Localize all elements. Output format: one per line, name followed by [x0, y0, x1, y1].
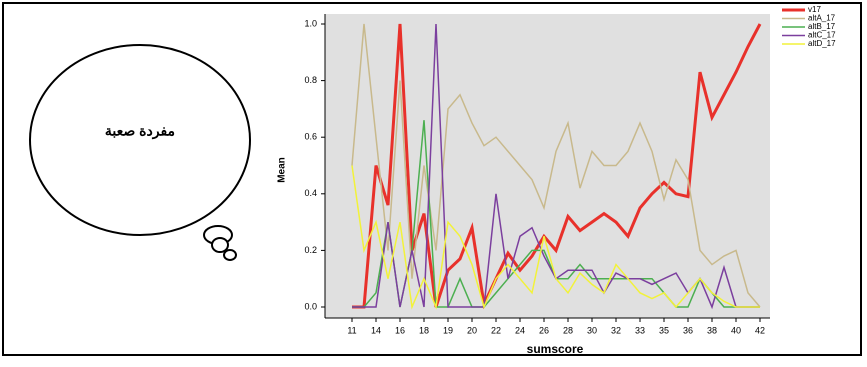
x-tick-label: 30 [587, 325, 597, 335]
y-tick-label: 1.0 [304, 18, 317, 28]
x-tick-label: 33 [635, 325, 645, 335]
x-tick-label: 35 [659, 325, 669, 335]
legend-label: altB_17 [808, 22, 836, 31]
y-tick-label: 0.8 [304, 75, 317, 85]
y-axis-label: Mean [277, 157, 288, 183]
x-tick-label: 32 [611, 325, 621, 335]
cloud [29, 44, 251, 261]
legend-label: altC_17 [808, 31, 836, 40]
series-line [351, 165, 760, 310]
x-tick-label: 22 [491, 325, 501, 335]
series-line [352, 23, 762, 310]
x-tick-label: 16 [395, 325, 405, 335]
x-tick-label: 24 [515, 325, 525, 335]
x-tick-label: 11 [347, 325, 356, 335]
x-tick-label: 19 [443, 325, 453, 335]
x-tick-label: 20 [467, 325, 477, 335]
x-tick-label: 26 [539, 325, 549, 335]
legend-label: altD_17 [808, 39, 836, 48]
x-tick-label: 14 [371, 325, 381, 335]
series-line [351, 23, 761, 308]
y-tick-label: 0.2 [304, 245, 317, 255]
plot-area [325, 14, 770, 318]
x-axis-label: sumscore [527, 342, 584, 356]
y-tick-label: 0.6 [304, 132, 317, 142]
x-tick-label: 38 [707, 325, 717, 335]
x-tick-label: 42 [755, 325, 765, 335]
x-tick-label: 36 [683, 325, 693, 335]
y-tick-label: 0.0 [304, 301, 317, 311]
legend-label: v17 [808, 5, 821, 14]
x-tick-label: 40 [731, 325, 741, 335]
x-tick-label: 18 [419, 325, 429, 335]
cloud-text: مفردة صعبة [105, 123, 175, 140]
y-tick-label: 0.4 [304, 188, 317, 198]
x-tick-label: 28 [563, 325, 573, 335]
legend-label: altA_17 [808, 14, 836, 23]
